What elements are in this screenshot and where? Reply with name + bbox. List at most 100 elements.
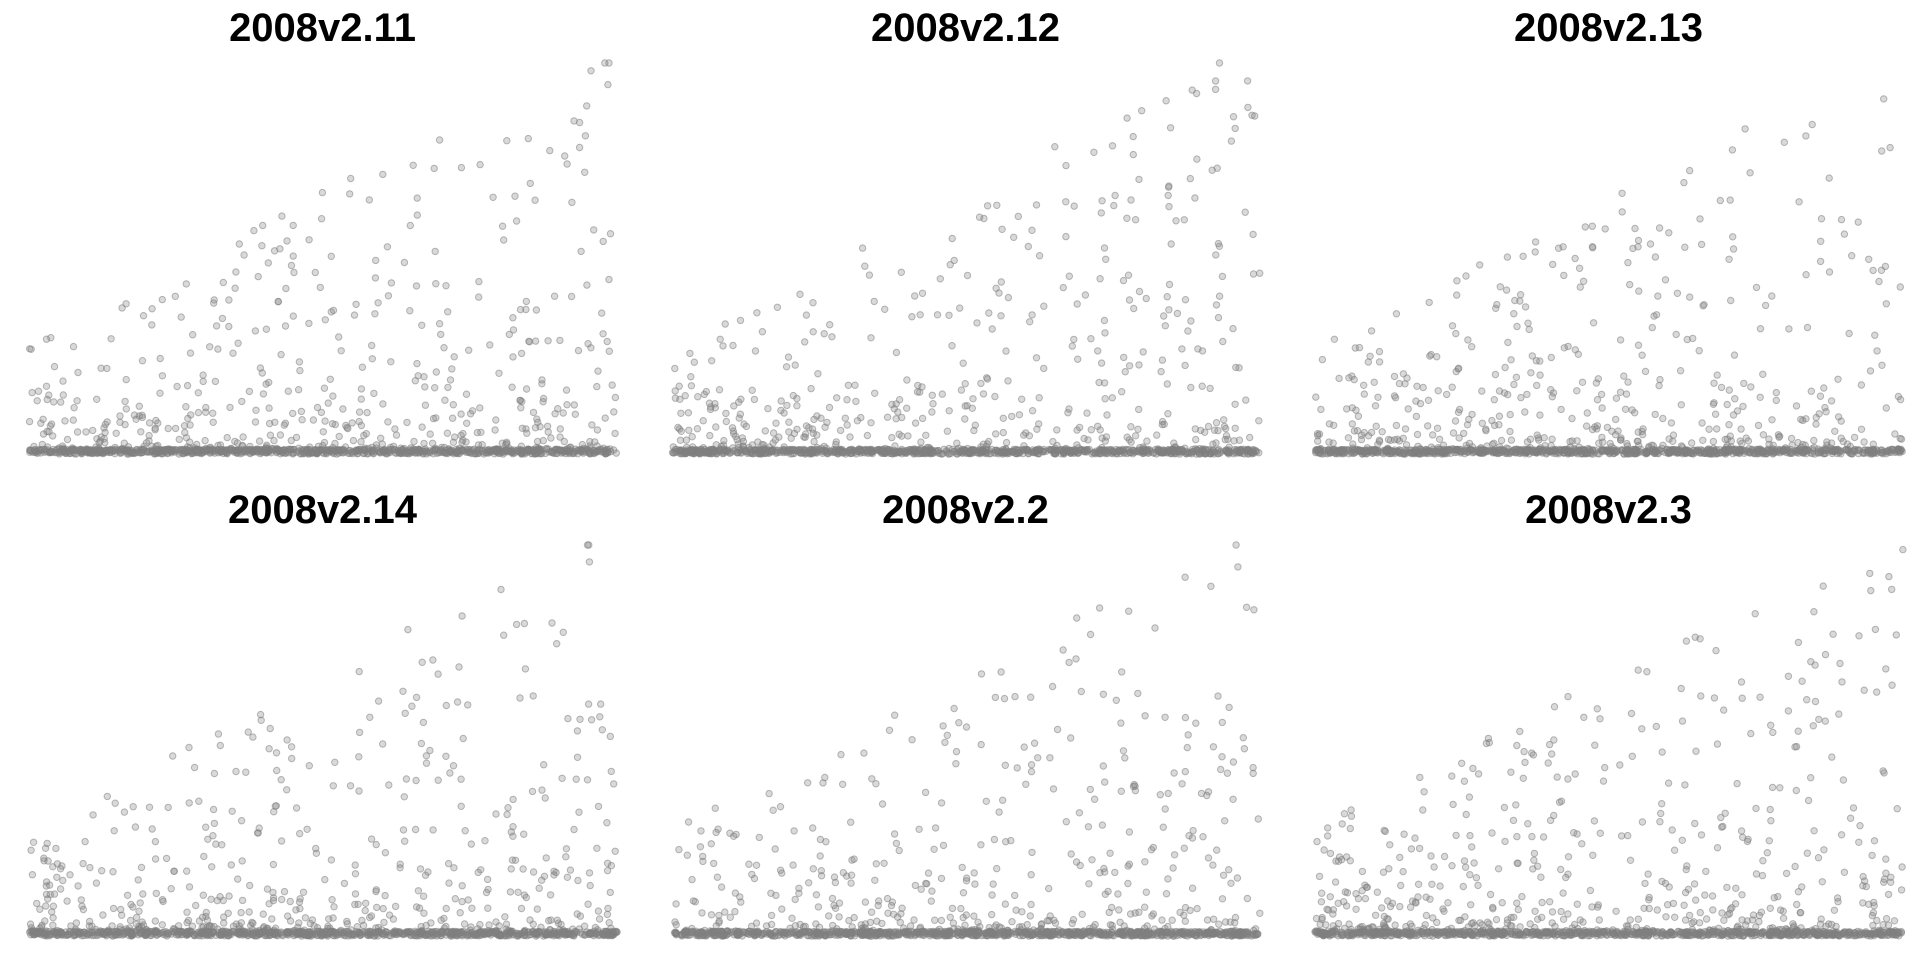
data-point	[693, 393, 701, 401]
data-point	[1745, 448, 1753, 457]
data-point	[1732, 446, 1740, 454]
data-point	[777, 397, 785, 405]
data-point	[752, 309, 761, 317]
data-point	[611, 847, 619, 855]
data-point	[802, 311, 810, 319]
data-point	[372, 840, 380, 849]
data-point	[1324, 438, 1333, 446]
data-point	[1110, 191, 1119, 200]
data-point	[806, 384, 815, 393]
data-point	[1709, 437, 1717, 446]
data-point	[386, 358, 394, 366]
data-point	[950, 256, 958, 265]
data-point	[1395, 379, 1403, 388]
data-point	[539, 436, 547, 445]
data-point	[567, 198, 576, 207]
data-point	[403, 625, 412, 634]
data-point	[413, 211, 421, 219]
data-point	[34, 387, 42, 395]
data-point	[774, 433, 783, 441]
data-point	[81, 428, 90, 436]
data-point	[1570, 254, 1579, 263]
data-point	[1683, 335, 1691, 344]
data-point	[1609, 449, 1617, 458]
data-point	[1481, 426, 1490, 435]
data-point	[573, 727, 581, 735]
data-point	[181, 445, 190, 454]
data-point	[1579, 277, 1587, 286]
data-point	[562, 160, 571, 168]
data-point	[771, 419, 780, 427]
data-point	[1844, 329, 1853, 338]
data-point	[589, 226, 597, 234]
data-point	[1070, 202, 1078, 210]
data-point	[1676, 367, 1684, 375]
data-point	[1455, 405, 1463, 414]
data-point	[1464, 415, 1473, 424]
data-point	[1611, 415, 1619, 424]
data-point	[1222, 432, 1230, 440]
data-point	[264, 259, 272, 267]
data-point	[681, 392, 689, 400]
data-point	[218, 314, 226, 323]
data-point	[1607, 427, 1616, 435]
data-point	[587, 421, 596, 429]
data-point	[594, 802, 602, 811]
data-point	[1547, 353, 1555, 362]
data-point	[732, 449, 741, 457]
data-point	[180, 428, 189, 437]
data-point	[1531, 238, 1539, 246]
data-point	[1787, 434, 1795, 443]
data-point	[1822, 441, 1831, 449]
data-point	[367, 447, 375, 455]
data-point	[201, 403, 210, 412]
data-point	[429, 447, 437, 455]
data-point	[28, 871, 36, 879]
data-point	[1243, 450, 1252, 458]
data-point	[1728, 146, 1736, 154]
data-point	[449, 401, 457, 409]
data-point	[261, 380, 270, 388]
data-point	[512, 620, 520, 629]
data-point	[1094, 378, 1103, 387]
data-point	[1448, 322, 1456, 330]
data-point	[892, 348, 900, 357]
data-point	[1423, 422, 1431, 430]
data-point	[414, 887, 422, 895]
data-point	[1885, 143, 1894, 152]
data-point	[1515, 446, 1524, 454]
data-point	[544, 428, 552, 436]
data-point	[259, 390, 267, 398]
data-point	[1375, 437, 1383, 446]
data-point	[1134, 361, 1143, 369]
data-point	[555, 433, 564, 441]
data-point	[1329, 421, 1337, 429]
data-point	[878, 448, 887, 457]
data-point	[1412, 412, 1420, 421]
data-point	[69, 446, 77, 454]
data-point	[446, 376, 454, 384]
data-point	[573, 450, 581, 458]
data-point	[1248, 230, 1257, 239]
data-point	[429, 414, 437, 423]
data-point	[1134, 405, 1142, 414]
data-point	[1506, 356, 1515, 364]
data-point	[480, 837, 489, 845]
data-point	[1672, 330, 1680, 339]
data-point	[1001, 347, 1010, 355]
data-point	[515, 694, 524, 702]
data-point	[1756, 325, 1764, 333]
data-point	[277, 837, 285, 845]
data-point	[779, 409, 788, 417]
data-point	[609, 408, 617, 416]
data-point	[248, 446, 256, 454]
data-point	[194, 389, 202, 397]
data-point	[1554, 244, 1562, 252]
data-point	[288, 409, 296, 418]
data-point	[880, 305, 888, 314]
data-point	[1369, 378, 1378, 386]
data-point	[1158, 356, 1166, 364]
data-point	[95, 439, 103, 447]
data-point	[1588, 446, 1596, 454]
data-point	[134, 876, 142, 884]
